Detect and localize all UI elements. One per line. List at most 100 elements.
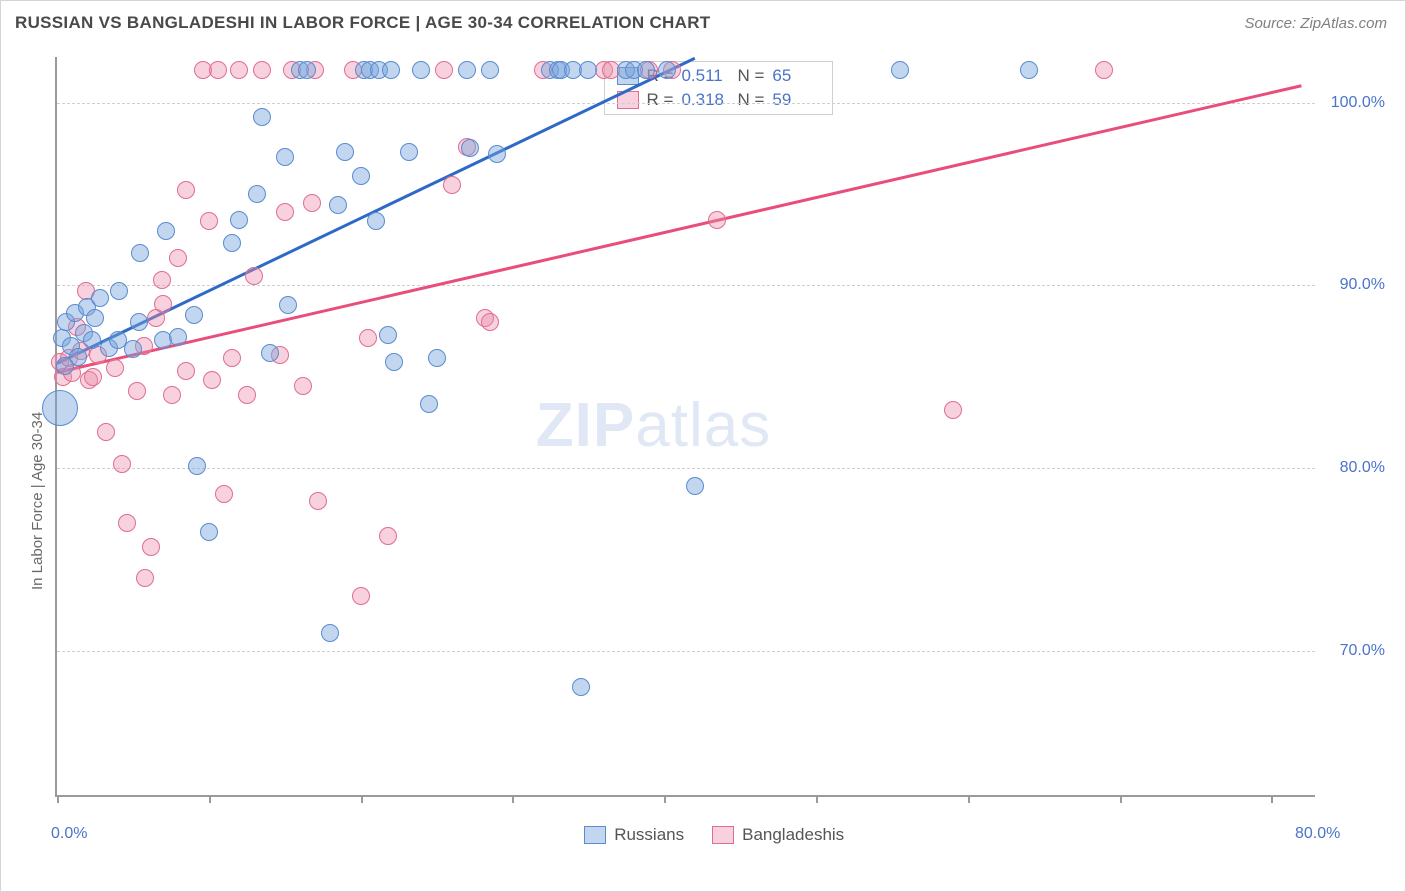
legend-item: Bangladeshis	[712, 825, 844, 845]
point-bangladeshis	[708, 211, 726, 229]
x-tick	[1120, 795, 1122, 803]
point-bangladeshis	[223, 349, 241, 367]
point-russians	[379, 326, 397, 344]
point-russians	[83, 331, 101, 349]
legend-swatch	[584, 826, 606, 844]
x-tick	[968, 795, 970, 803]
point-bangladeshis	[443, 176, 461, 194]
point-bangladeshis	[245, 267, 263, 285]
legend-swatch	[712, 826, 734, 844]
x-axis-min-label: 0.0%	[51, 825, 87, 843]
point-bangladeshis	[177, 181, 195, 199]
point-bangladeshis	[142, 538, 160, 556]
watermark-rest: atlas	[635, 391, 771, 460]
source-attribution: Source: ZipAtlas.com	[1244, 15, 1387, 32]
point-bangladeshis	[359, 329, 377, 347]
title-bar: RUSSIAN VS BANGLADESHI IN LABOR FORCE | …	[1, 1, 1405, 45]
legend-label: Bangladeshis	[742, 825, 844, 845]
point-russians	[110, 282, 128, 300]
n-label: N =	[737, 66, 764, 86]
point-russians	[298, 61, 316, 79]
point-russians	[382, 61, 400, 79]
x-tick	[664, 795, 666, 803]
point-russians	[412, 61, 430, 79]
x-tick	[512, 795, 514, 803]
x-tick	[209, 795, 211, 803]
watermark: ZIPatlas	[536, 390, 771, 461]
point-bangladeshis	[276, 203, 294, 221]
x-axis-max-label: 80.0%	[1295, 825, 1340, 843]
point-russians	[91, 289, 109, 307]
point-bangladeshis	[97, 423, 115, 441]
point-russians	[336, 143, 354, 161]
n-value: 65	[772, 66, 820, 86]
y-tick-label: 70.0%	[1325, 642, 1385, 660]
trend-line-bangladeshis	[57, 84, 1302, 373]
point-bangladeshis	[379, 527, 397, 545]
point-bangladeshis	[153, 271, 171, 289]
point-bangladeshis	[215, 485, 233, 503]
point-russians	[200, 523, 218, 541]
point-russians	[321, 624, 339, 642]
point-russians	[169, 328, 187, 346]
point-russians	[367, 212, 385, 230]
point-russians	[69, 348, 87, 366]
point-russians	[488, 145, 506, 163]
point-russians	[579, 61, 597, 79]
point-russians	[86, 309, 104, 327]
n-label: N =	[737, 90, 764, 110]
r-value: 0.318	[681, 90, 729, 110]
point-bangladeshis	[113, 455, 131, 473]
point-bangladeshis	[309, 492, 327, 510]
point-russians	[637, 61, 655, 79]
point-bangladeshis	[177, 362, 195, 380]
x-tick	[816, 795, 818, 803]
point-bangladeshis	[352, 587, 370, 605]
point-russians	[230, 211, 248, 229]
point-russians	[891, 61, 909, 79]
point-bangladeshis	[294, 377, 312, 395]
point-bangladeshis	[944, 401, 962, 419]
point-bangladeshis	[435, 61, 453, 79]
gridline	[57, 285, 1315, 286]
point-russians	[131, 244, 149, 262]
point-bangladeshis	[253, 61, 271, 79]
point-russians	[261, 344, 279, 362]
point-bangladeshis	[303, 194, 321, 212]
point-bangladeshis	[203, 371, 221, 389]
point-bangladeshis	[118, 514, 136, 532]
n-value: 59	[772, 90, 820, 110]
point-russians	[42, 390, 78, 426]
series-legend: RussiansBangladeshis	[584, 825, 844, 845]
point-russians	[686, 477, 704, 495]
point-bangladeshis	[1095, 61, 1113, 79]
r-value: 0.511	[681, 66, 729, 86]
y-tick-label: 100.0%	[1325, 94, 1385, 112]
point-russians	[400, 143, 418, 161]
plot-area: ZIPatlas R =0.511N =65R =0.318N =59 70.0…	[55, 57, 1315, 797]
x-tick	[57, 795, 59, 803]
point-russians	[276, 148, 294, 166]
point-bangladeshis	[128, 382, 146, 400]
point-russians	[572, 678, 590, 696]
point-russians	[185, 306, 203, 324]
chart-container: RUSSIAN VS BANGLADESHI IN LABOR FORCE | …	[0, 0, 1406, 892]
point-russians	[481, 61, 499, 79]
point-russians	[385, 353, 403, 371]
point-bangladeshis	[238, 386, 256, 404]
point-russians	[157, 222, 175, 240]
point-russians	[130, 313, 148, 331]
point-bangladeshis	[154, 295, 172, 313]
point-russians	[458, 61, 476, 79]
y-axis-title: In Labor Force | Age 30-34	[29, 412, 46, 590]
point-russians	[658, 61, 676, 79]
point-russians	[188, 457, 206, 475]
point-russians	[223, 234, 241, 252]
gridline	[57, 468, 1315, 469]
point-bangladeshis	[169, 249, 187, 267]
point-bangladeshis	[106, 359, 124, 377]
point-bangladeshis	[230, 61, 248, 79]
point-russians	[279, 296, 297, 314]
y-tick-label: 90.0%	[1325, 276, 1385, 294]
point-russians	[352, 167, 370, 185]
